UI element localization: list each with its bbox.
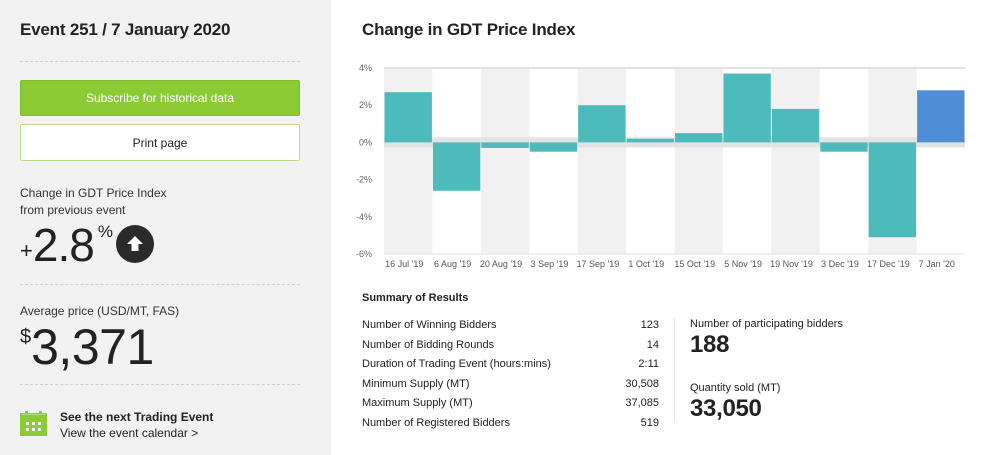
summary-row-value: 2:11 <box>638 358 659 370</box>
divider <box>20 61 300 62</box>
next-event-title[interactable]: See the next Trading Event <box>60 410 214 424</box>
summary-row-value: 37,085 <box>625 397 659 409</box>
average-price-value: $ 3,371 <box>20 322 154 372</box>
bar <box>820 142 868 152</box>
y-tick-label: -2% <box>356 175 372 185</box>
event-calendar-link[interactable]: View the event calendar > <box>60 426 199 440</box>
zero-band <box>384 137 965 148</box>
column-band <box>674 68 723 254</box>
summary-table: Number of Winning Bidders 123 Number of Bi… <box>362 316 659 433</box>
bar <box>432 142 481 191</box>
y-tick-label: -4% <box>356 212 372 222</box>
x-tick-label: 6 Aug '19 <box>434 259 471 269</box>
event-title: Event 251 / 7 January 2020 <box>20 20 231 39</box>
quantity-sold: Quantity sold (MT) 33,050 <box>690 382 780 423</box>
summary-title: Summary of Results <box>362 292 469 304</box>
average-price-number: 3,371 <box>31 319 154 375</box>
average-price-label: Average price (USD/MT, FAS) <box>20 304 180 318</box>
change-label: Change in GDT Price Index from previous … <box>20 185 220 219</box>
quantity-sold-label: Quantity sold (MT) <box>690 382 781 394</box>
change-label-line2: from previous event <box>20 203 126 217</box>
divider <box>674 318 675 421</box>
subscribe-button[interactable]: Subscribe for historical data <box>20 80 300 116</box>
divider <box>20 284 300 285</box>
bar <box>578 105 626 143</box>
summary-row-label: Number of Winning Bidders <box>362 319 497 331</box>
x-tick-label: 17 Dec '19 <box>867 259 910 269</box>
x-tick-label: 7 Jan '20 <box>919 259 955 269</box>
x-tick-label: 19 Nov '19 <box>770 259 813 269</box>
bar <box>384 92 432 143</box>
summary-row: Duration of Trading Event (hours:mins) 2:… <box>362 355 659 375</box>
chart-title: Change in GDT Price Index <box>362 20 576 39</box>
quantity-sold-value: 33,050 <box>690 395 762 422</box>
change-number: 2.8 <box>32 219 95 271</box>
summary-row-label: Number of Registered Bidders <box>362 416 510 429</box>
bar <box>917 90 965 143</box>
bar <box>529 142 578 152</box>
participating-bidders-value: 188 <box>690 331 730 358</box>
x-tick-label: 3 Dec '19 <box>821 259 859 269</box>
x-tick-label: 16 Jul '19 <box>385 259 423 269</box>
y-tick-label: 2% <box>359 100 372 110</box>
column-band <box>771 68 820 254</box>
print-page-button[interactable]: Print page <box>20 124 300 161</box>
bar <box>481 142 529 148</box>
price-index-chart: 4% 2% 0% -2% -4% -6% 16 Jul '19 6 Aug '19 20 Aug… <box>356 63 965 269</box>
summary-row-value: 519 <box>640 416 659 429</box>
change-label-line1: Change in GDT Price Index <box>20 186 167 200</box>
summary-row-value: 123 <box>640 319 659 331</box>
summary-row-label: Number of Bidding Rounds <box>362 338 495 351</box>
y-tick-label: 4% <box>359 63 372 73</box>
column-band <box>577 68 627 254</box>
change-unit: % <box>97 222 113 241</box>
bar <box>723 73 771 143</box>
x-tick-label: 20 Aug '19 <box>480 259 522 269</box>
summary-row: Maximum Supply (MT) 37,085 <box>362 394 659 414</box>
bar <box>771 108 820 143</box>
summary-row: Minimum Supply (MT) 30,508 <box>362 375 659 395</box>
divider <box>20 384 300 385</box>
x-tick-label: 5 Nov '19 <box>724 259 762 269</box>
column-band <box>480 68 530 254</box>
calendar-icon <box>20 411 47 436</box>
arrow-up-circle-icon <box>115 225 154 263</box>
x-tick-label: 1 Oct '19 <box>628 259 664 269</box>
participating-bidders-label: Number of participating bidders <box>690 318 843 330</box>
bar <box>675 133 723 143</box>
summary-row: Number of Bidding Rounds 14 <box>362 336 659 356</box>
change-sign: + <box>20 238 33 263</box>
x-tick-label: 17 Sep '19 <box>576 259 619 269</box>
y-tick-label: 0% <box>359 137 372 147</box>
summary-row-label: Duration of Trading Event (hours:mins) <box>362 358 551 370</box>
x-tick-label: 3 Sep '19 <box>531 259 569 269</box>
bar <box>868 142 917 238</box>
currency-symbol: $ <box>20 326 32 348</box>
participating-bidders: Number of participating bidders 188 <box>690 318 843 359</box>
y-tick-label: -6% <box>356 249 372 259</box>
summary-row-value: 14 <box>646 338 659 351</box>
sidebar: Event 251 / 7 January 2020 Subscribe for… <box>0 0 331 455</box>
summary-row: Number of Winning Bidders 123 <box>362 316 659 336</box>
bar <box>626 138 674 143</box>
summary-row-value: 30,508 <box>625 377 659 390</box>
summary-row-label: Maximum Supply (MT) <box>362 397 473 409</box>
main-panel: Change in GDT Price Index 4% 2% 0% -2% -4% -6… <box>331 0 1000 455</box>
summary-row-label: Minimum Supply (MT) <box>362 377 470 390</box>
change-value: + 2.8 % <box>20 222 154 272</box>
summary-row: Number of Registered Bidders 519 <box>362 414 659 434</box>
x-tick-label: 15 Oct '19 <box>674 259 715 269</box>
